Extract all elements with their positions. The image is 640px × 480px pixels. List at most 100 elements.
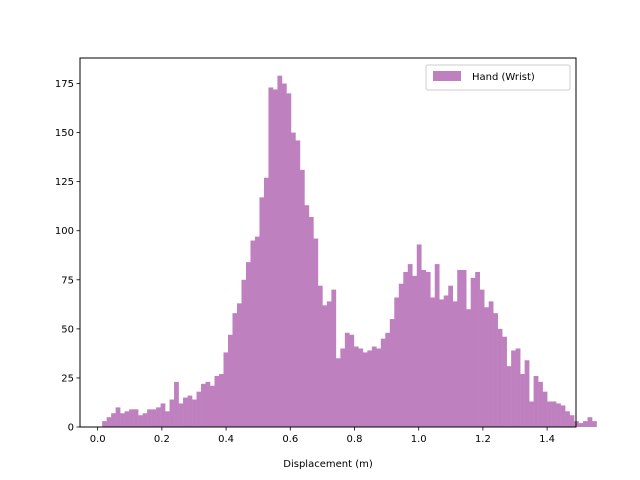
histogram-bar xyxy=(245,262,251,427)
histogram-bar xyxy=(533,375,539,427)
y-tick-label: 50 xyxy=(61,324,74,335)
histogram-bar xyxy=(228,334,233,427)
histogram-bar xyxy=(497,328,503,427)
x-tick-label: 0.2 xyxy=(154,434,170,445)
histogram-bar xyxy=(259,197,265,427)
histogram-bar xyxy=(142,413,148,427)
legend-swatch xyxy=(433,71,461,81)
x-tick-label: 1.2 xyxy=(475,434,491,445)
x-axis: 0.0 0.2 0.4 0.6 0.8 1.0 1.2 1.4 xyxy=(90,427,555,445)
histogram-bar xyxy=(376,348,382,427)
histogram-bar xyxy=(475,271,480,427)
histogram-bar xyxy=(120,413,125,427)
histogram-bar xyxy=(425,271,431,427)
histogram-bar xyxy=(515,348,521,427)
histogram-bar xyxy=(156,407,161,427)
histogram-bar xyxy=(174,381,179,427)
histogram-bar xyxy=(434,264,440,427)
histogram-bar xyxy=(587,417,593,427)
histogram-bar xyxy=(254,236,260,427)
histogram-bar xyxy=(506,366,512,427)
histogram-bar xyxy=(578,423,584,427)
y-tick-label: 150 xyxy=(55,128,74,139)
x-axis-title: Displacement (m) xyxy=(283,459,373,470)
histogram-bar xyxy=(286,93,292,427)
histogram-bar xyxy=(547,401,552,427)
histogram-bar xyxy=(466,309,471,427)
x-tick-label: 1.4 xyxy=(539,434,555,445)
histogram-bar xyxy=(367,350,373,427)
histogram-bar xyxy=(295,140,301,427)
histogram-bar xyxy=(219,374,224,427)
histogram-bar xyxy=(371,346,377,427)
histogram-bar xyxy=(511,350,516,427)
histogram-bar xyxy=(232,313,238,427)
histogram-bar xyxy=(151,409,157,427)
legend-box xyxy=(425,64,571,91)
histogram-bar xyxy=(524,360,530,427)
bars-layer xyxy=(102,75,597,428)
histogram-bar xyxy=(331,289,337,427)
histogram-bar xyxy=(178,403,184,427)
histogram-bar xyxy=(223,352,229,427)
histogram-bar xyxy=(529,401,534,427)
histogram-bar xyxy=(461,269,467,427)
histogram-bar xyxy=(538,381,543,427)
histogram-bar xyxy=(250,240,256,427)
histogram-bar xyxy=(385,332,391,427)
histogram-bar xyxy=(484,307,489,427)
histogram-bar xyxy=(457,269,463,427)
histogram-bar xyxy=(290,132,296,427)
histogram-bar xyxy=(304,205,310,427)
histogram-bar xyxy=(416,244,422,427)
x-tick-label: 0.0 xyxy=(90,434,106,445)
histogram-bar xyxy=(398,283,404,427)
histogram-bar xyxy=(201,383,206,427)
histogram-bar xyxy=(129,409,134,427)
histogram-bar xyxy=(268,87,274,427)
histogram-bar xyxy=(326,301,332,427)
histogram-bar xyxy=(443,295,449,427)
histogram-bar xyxy=(210,385,215,427)
y-axis: 0 25 50 75 100 125 150 175 xyxy=(55,79,80,434)
histogram-bar xyxy=(583,421,588,427)
histogram-bar xyxy=(299,169,305,427)
histogram-bar xyxy=(187,395,193,427)
y-tick-label: 75 xyxy=(61,275,74,286)
histogram-bar xyxy=(493,313,498,427)
histogram-bar xyxy=(565,411,570,427)
histogram-bar xyxy=(452,301,458,427)
histogram-bar xyxy=(403,271,409,427)
histogram-bar xyxy=(439,299,445,427)
histogram-bar xyxy=(556,403,561,427)
y-tick-label: 125 xyxy=(55,177,74,188)
histogram-bar xyxy=(124,411,130,427)
histogram-bar xyxy=(317,285,323,427)
histogram-bar xyxy=(488,301,494,427)
y-tick-label: 175 xyxy=(55,79,74,90)
histogram-bar xyxy=(236,303,242,427)
histogram-bar xyxy=(214,375,220,427)
histogram-bar xyxy=(111,413,116,427)
histogram-bar xyxy=(281,83,287,428)
histogram-bar xyxy=(353,346,359,427)
histogram-bar xyxy=(106,417,112,427)
y-tick-label: 25 xyxy=(61,373,74,384)
histogram-bar xyxy=(196,391,202,427)
histogram-bar xyxy=(165,411,170,427)
histogram-bar xyxy=(340,348,346,427)
histogram-bar xyxy=(138,415,143,427)
histogram-bar xyxy=(479,289,485,427)
histogram-bar xyxy=(147,409,152,427)
histogram-bar xyxy=(313,238,319,427)
legend-label: Hand (Wrist) xyxy=(472,72,535,83)
histogram-bar xyxy=(183,397,188,427)
plot-frame xyxy=(79,57,577,428)
histogram-bar xyxy=(542,391,548,427)
histogram-bar xyxy=(430,297,436,427)
histogram-bar xyxy=(160,403,166,427)
histogram-bar xyxy=(358,348,364,427)
x-tick-label: 0.4 xyxy=(218,434,234,445)
histogram-bar xyxy=(102,421,107,427)
